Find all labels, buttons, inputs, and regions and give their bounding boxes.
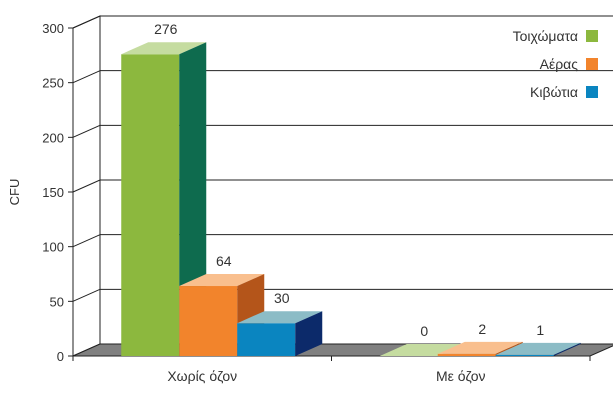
bar-front [121, 54, 180, 357]
y-tick-label: 150 [42, 185, 64, 200]
gridline-side [72, 288, 101, 302]
y-axis-label: CFU [7, 179, 22, 206]
bar [495, 342, 581, 356]
data-labels: 276 64 30 0 2 1 [154, 21, 544, 339]
y-tick-label: 100 [42, 240, 64, 255]
bar-top [437, 341, 523, 354]
data-label: 2 [478, 321, 486, 337]
data-label: 1 [536, 322, 544, 338]
x-category-label: Χωρίς όζον [167, 368, 237, 384]
data-label: 0 [420, 323, 428, 339]
gridline-side [72, 124, 101, 138]
x-category-label: Με όζον [436, 368, 486, 384]
bar-top [237, 311, 323, 324]
y-tick-label: 0 [57, 349, 64, 364]
data-label: 30 [274, 290, 290, 306]
bar [121, 42, 207, 357]
bar-side [553, 342, 581, 356]
legend-label: Κιβώτια [530, 84, 578, 100]
legend-swatch [586, 58, 598, 70]
data-label: 276 [154, 21, 178, 37]
gridline-side [72, 234, 101, 248]
legend-label: Τοιχώματα [513, 28, 578, 44]
legend-swatch [586, 30, 598, 42]
legend-swatch [586, 86, 598, 98]
bar-top [121, 42, 207, 55]
y-tick-label: 50 [50, 294, 64, 309]
legend: Τοιχώματα Αέρας Κιβώτια [513, 28, 598, 100]
legend-label: Αέρας [540, 56, 579, 72]
bar-top [179, 274, 265, 287]
bar-front [437, 353, 496, 356]
gridline-side [72, 179, 101, 193]
bar-side [295, 311, 323, 356]
y-tick-label: 300 [42, 21, 64, 36]
bar-top [495, 342, 581, 355]
bar-front [237, 323, 296, 356]
gridline-side [72, 15, 101, 29]
bar-front [495, 354, 554, 356]
bar [237, 311, 323, 356]
bars [121, 42, 581, 357]
data-label: 64 [216, 253, 232, 269]
bar-front [179, 286, 238, 356]
y-tick-label: 250 [42, 76, 64, 91]
y-tick-label: 200 [42, 130, 64, 145]
gridline-side [72, 70, 101, 84]
gridlines [72, 15, 613, 344]
